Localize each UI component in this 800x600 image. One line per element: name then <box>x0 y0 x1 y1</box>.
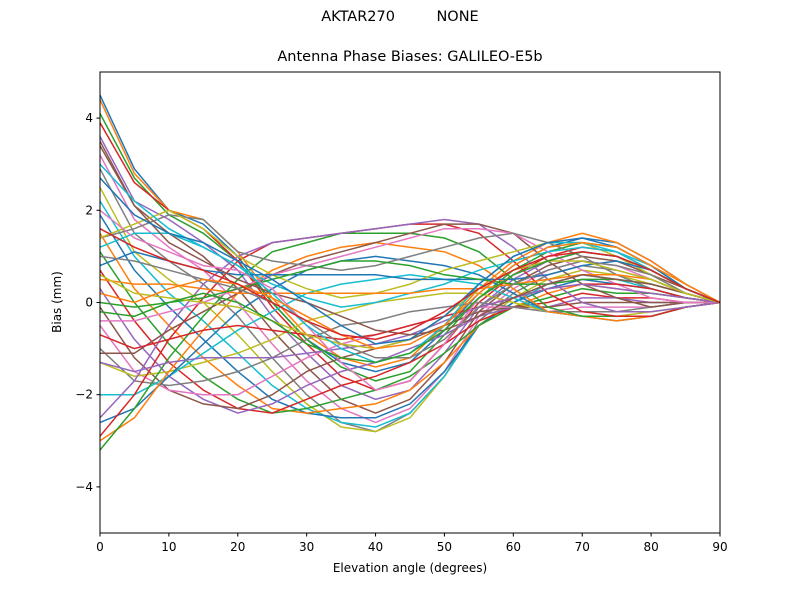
x-axis-label: Elevation angle (degrees) <box>332 561 488 575</box>
series-line <box>99 251 721 414</box>
series-line <box>99 283 721 350</box>
x-tick-label: 40 <box>368 540 383 554</box>
x-tick-label: 60 <box>506 540 521 554</box>
y-tick-label: 4 <box>85 111 93 125</box>
x-tick-label: 10 <box>161 540 176 554</box>
y-tick-label: −4 <box>75 480 93 494</box>
x-tick-label: 80 <box>643 540 658 554</box>
y-axis-ticks: −4 −2 0 2 4 <box>75 111 100 494</box>
figure-suptitle: AKTAR270 NONE <box>321 9 479 25</box>
x-tick-label: 30 <box>299 540 314 554</box>
series-line <box>99 274 721 304</box>
series-line <box>99 241 721 350</box>
x-tick-label: 90 <box>712 540 727 554</box>
series-line <box>99 140 721 336</box>
y-axis-label: Bias (mm) <box>50 271 64 333</box>
y-tick-label: 0 <box>85 296 93 310</box>
chart-title: Antenna Phase Biases: GALILEO-E5b <box>277 49 543 65</box>
series-line <box>100 223 720 354</box>
y-tick-label: 2 <box>85 203 93 217</box>
data-series-lines <box>99 94 721 451</box>
series-line <box>99 228 721 341</box>
x-tick-label: 70 <box>575 540 590 554</box>
x-tick-label: 20 <box>230 540 245 554</box>
x-tick-label: 0 <box>96 540 104 554</box>
x-axis-ticks: 0 10 20 30 40 50 60 70 80 90 <box>96 533 728 554</box>
y-tick-label: −2 <box>75 388 93 402</box>
x-tick-label: 50 <box>437 540 452 554</box>
series-line <box>99 218 721 419</box>
